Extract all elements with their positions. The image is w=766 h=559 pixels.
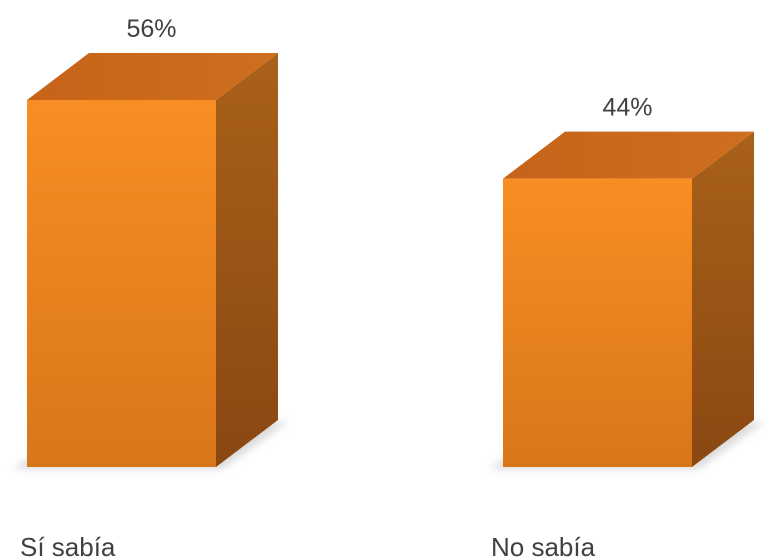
bar-top-face	[27, 53, 278, 100]
category-label: No sabía	[491, 532, 596, 559]
data-label: 56%	[126, 15, 176, 43]
bar-side-face	[692, 131, 754, 467]
bar-front-face	[27, 100, 216, 467]
bar-1	[13, 53, 288, 469]
bar-2	[489, 131, 764, 469]
data-label: 44%	[602, 94, 652, 122]
category-label: Sí sabía	[20, 532, 116, 559]
labels-layer: 56% Sí sabía 44% No sabía	[20, 15, 653, 559]
bar-side-face	[216, 53, 278, 467]
bar-top-face	[503, 131, 754, 179]
bars-layer	[13, 53, 764, 469]
bar-front-face	[503, 178, 692, 467]
